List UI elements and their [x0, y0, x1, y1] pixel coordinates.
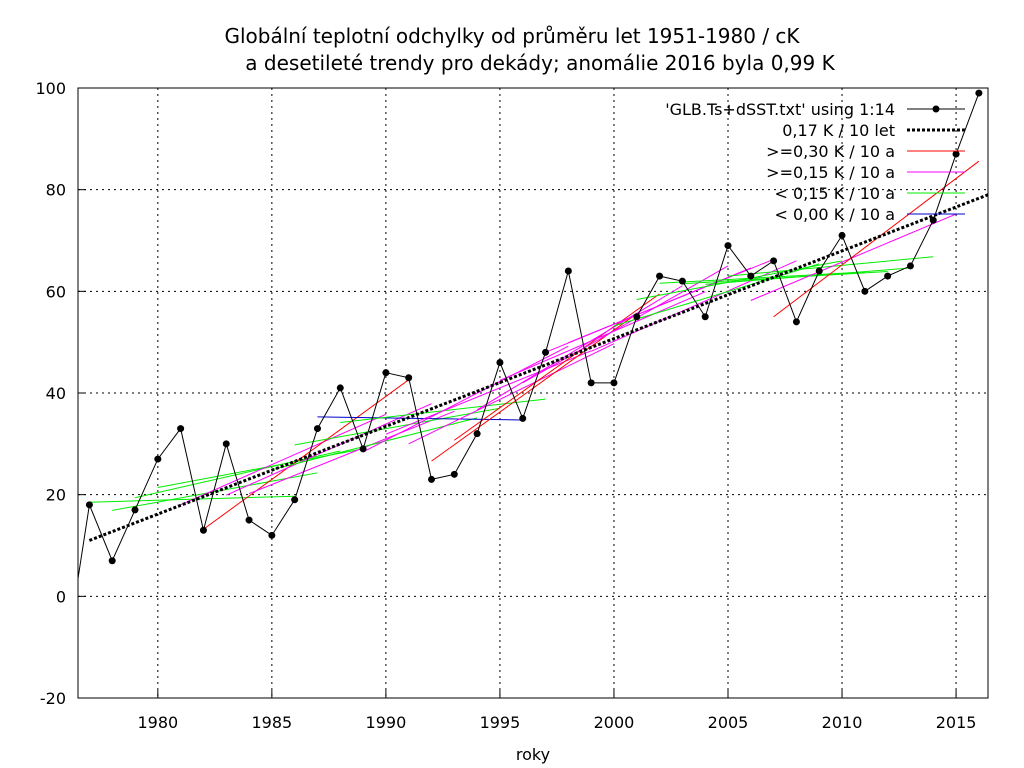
data-point: [85, 501, 93, 509]
legend-label: < 0,00 K / 10 a: [774, 205, 895, 224]
data-point: [815, 267, 823, 275]
data-point: [428, 475, 436, 483]
trend-line-ge015: [750, 213, 957, 301]
data-point: [63, 649, 70, 656]
legend-label: 'GLB.Ts+dSST.txt' using 1:14: [665, 100, 895, 119]
data-point: [701, 313, 709, 321]
trend-line-ge015: [476, 285, 683, 411]
data-point: [336, 384, 344, 392]
trend-line-ge015: [180, 413, 387, 506]
chart-title-line-1: Globální teplotní odchylky od průměru le…: [224, 24, 800, 48]
data-point: [177, 425, 185, 433]
y-tick-label: 40: [46, 384, 66, 403]
trend-line-ge015: [385, 350, 592, 435]
data-point: [131, 506, 139, 514]
data-point: [268, 531, 276, 539]
trend-line-ge015: [590, 260, 797, 352]
data-point: [519, 414, 527, 422]
grid: [78, 88, 988, 698]
data-point: [222, 440, 230, 448]
trend-line-lt015: [294, 407, 501, 446]
legend-label: >=0,30 K / 10 a: [766, 142, 895, 161]
x-axis: 1980 1985 1990 1995 2000 2005 2010 2015: [137, 690, 976, 732]
data-point: [633, 313, 641, 321]
data-point: [906, 262, 914, 270]
data-point: [975, 89, 983, 97]
data-series: [63, 89, 983, 656]
data-point: [108, 557, 116, 565]
x-tick-label: 1980: [137, 713, 178, 732]
data-point: [770, 257, 778, 265]
data-point: [792, 318, 800, 326]
trend-line-ge030: [454, 293, 660, 441]
y-tick-label: -20: [40, 689, 66, 708]
data-point: [245, 516, 253, 524]
x-tick-label: 2015: [936, 713, 977, 732]
trend-line-lt015: [271, 417, 478, 471]
trend-line-lt015: [613, 263, 820, 327]
chart-title-line-2: a desetileté trendy pro dekády; anomálie…: [245, 51, 835, 75]
legend: 'GLB.Ts+dSST.txt' using 1:14 0,17 K / 10 …: [665, 100, 965, 224]
x-axis-label: roky: [516, 745, 550, 764]
x-tick-label: 2005: [708, 713, 749, 732]
data-point: [313, 425, 321, 433]
data-point: [496, 359, 504, 366]
data-point: [724, 242, 732, 250]
data-point: [861, 287, 869, 295]
x-tick-label: 1985: [252, 713, 293, 732]
y-tick-label: 100: [35, 79, 66, 98]
x-tick-label: 1990: [366, 713, 407, 732]
overall-trend-line: [88, 193, 988, 542]
data-point: [291, 496, 299, 504]
legend-label: 0,17 K / 10 let: [782, 121, 895, 140]
overall-trend: [88, 193, 988, 542]
trend-line-lt015: [112, 472, 318, 511]
data-point: [359, 445, 367, 453]
plot-frame: [77, 87, 989, 699]
data-point: [587, 379, 595, 387]
data-point: [542, 348, 550, 356]
data-point: [382, 369, 390, 377]
data-point: [678, 277, 686, 285]
y-axis: -20 0 20 40 60 80 100: [35, 79, 86, 708]
data-point: [884, 272, 892, 280]
x-tick-label: 1995: [480, 713, 521, 732]
data-point: [473, 430, 481, 438]
legend-label: >=0,15 K / 10 a: [766, 163, 895, 182]
data-point: [610, 379, 618, 387]
trend-line-ge015: [408, 343, 615, 445]
y-tick-label: 0: [56, 587, 66, 606]
trend-line-ge015: [362, 345, 569, 453]
y-tick-label: 60: [46, 282, 66, 301]
data-point: [747, 272, 755, 280]
legend-label: < 0,15 K / 10 a: [774, 184, 895, 203]
trend-line-ge015: [499, 291, 706, 381]
y-tick-label: 80: [46, 181, 66, 200]
data-point: [952, 150, 960, 158]
trend-line-ge015: [248, 410, 455, 495]
data-point: [450, 470, 458, 478]
trend-line-ge015: [568, 258, 774, 344]
trend-line-lt015: [89, 495, 295, 503]
data-point: [405, 374, 413, 382]
data-point: [929, 216, 937, 224]
y-tick-label: 20: [46, 486, 66, 505]
data-point: [564, 267, 572, 275]
data-point: [199, 526, 207, 534]
trend-line-lt015: [134, 450, 341, 499]
trend-line-ge030: [203, 379, 409, 530]
data-point: [656, 272, 664, 280]
trend-line-ge015: [522, 265, 729, 384]
data-point: [838, 231, 846, 239]
data-point: [154, 455, 162, 463]
x-tick-label: 2010: [822, 713, 863, 732]
legend-marker: [932, 105, 940, 113]
x-tick-label: 2000: [594, 713, 635, 732]
trend-line-ge030: [431, 313, 638, 462]
